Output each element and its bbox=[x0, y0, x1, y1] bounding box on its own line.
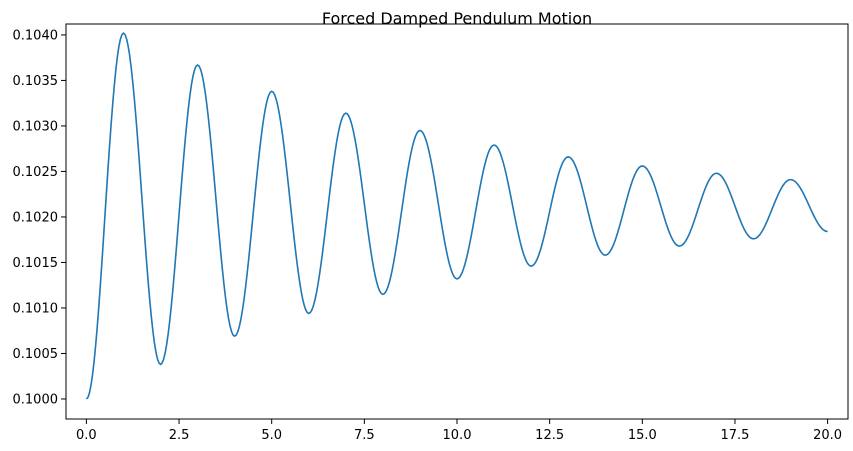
x-tick-label: 10.0 bbox=[443, 428, 472, 443]
x-axis: 0.0 2.5 5.0 7.5 10.0 12.5 15.0 17.5 20.0 bbox=[76, 419, 842, 443]
plot-area: 0.0 2.5 5.0 7.5 10.0 12.5 15.0 17.5 20.0 0.10000… bbox=[13, 23, 849, 443]
y-tick-label: 0.1005 bbox=[13, 347, 59, 362]
x-tick-label: 17.5 bbox=[720, 428, 749, 443]
series-line bbox=[85, 31, 828, 400]
x-tick-label: 2.5 bbox=[169, 428, 190, 443]
y-tick-label: 0.1035 bbox=[13, 74, 59, 89]
x-tick-label: 5.0 bbox=[261, 428, 282, 443]
y-axis: 0.1000 0.1005 0.1010 0.1015 0.1020 0.1025 0.10… bbox=[13, 28, 66, 407]
y-tick-label: 0.1030 bbox=[13, 119, 59, 134]
x-tick-label: 15.0 bbox=[628, 428, 657, 443]
x-tick-label: 12.5 bbox=[535, 428, 564, 443]
x-tick-label: 7.5 bbox=[354, 428, 375, 443]
x-tick-label: 20.0 bbox=[813, 428, 842, 443]
x-tick-label: 0.0 bbox=[76, 428, 97, 443]
y-tick-label: 0.1015 bbox=[13, 256, 59, 271]
y-tick-label: 0.1020 bbox=[13, 210, 59, 225]
axes-frame bbox=[65, 23, 849, 420]
chart-title: Forced Damped Pendulum Motion bbox=[322, 9, 592, 28]
y-tick-label: 0.1010 bbox=[13, 301, 59, 316]
y-tick-label: 0.1000 bbox=[13, 392, 59, 407]
y-tick-label: 0.1025 bbox=[13, 165, 59, 180]
y-tick-label: 0.1040 bbox=[13, 28, 59, 43]
